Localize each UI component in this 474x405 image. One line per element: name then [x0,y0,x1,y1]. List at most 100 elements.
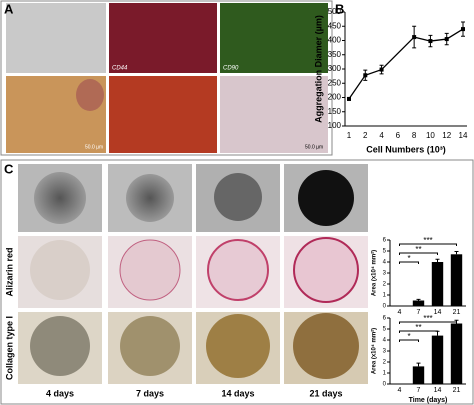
panel-label: B [335,1,344,16]
y-tick-label: 2 [383,282,387,288]
y-tick-label: 250 [328,78,342,87]
aggregate [206,314,270,378]
image-grid [18,164,368,384]
x-tick-label: 6 [396,131,401,140]
x-tick-label: 21 [453,387,461,394]
y-tick-label: 350 [328,50,342,59]
day-label: 14 days [221,388,254,398]
aggregate [214,173,262,221]
x-tick-label: 14 [434,309,442,316]
significance-label: ** [415,323,421,332]
y-tick-label: 450 [328,21,342,30]
y-tick-label: 4 [383,338,387,344]
significance-bracket [399,252,438,255]
day-label: 21 days [309,388,342,398]
aggregate [126,174,174,222]
significance-label: * [407,332,410,341]
x-tick-label: 14 [459,131,468,140]
significance-label: *** [423,314,432,323]
error-bar [416,362,421,367]
y-tick-label: 500 [328,7,342,16]
bar [412,300,425,306]
y-tick-label: 5 [383,327,387,333]
significance-bracket [399,339,419,342]
x-tick-label: 7 [417,387,421,394]
day-label: 7 days [136,388,164,398]
y-tick-label: 6 [383,238,387,244]
marker [363,73,368,78]
panel-c-frame [0,159,474,405]
x-tick-label: 4 [398,387,402,394]
day-label: 4 days [46,388,74,398]
y-tick-label: 1 [383,371,387,377]
y-axis-label: Aggregation Diamer (µm) [313,15,323,123]
aggregate [34,172,86,224]
significance-label: ** [415,245,421,254]
y-tick-label: 100 [328,121,342,130]
y-tick-label: 150 [328,107,342,116]
aggregate [207,239,269,301]
y-axis-label: Area (x10⁴ mm²) [371,328,378,374]
marker [379,67,384,72]
bar [450,254,463,306]
significance-bracket [399,261,419,264]
marker [428,39,433,44]
x-tick-label: 4 [379,131,384,140]
x-tick-label: 7 [417,309,421,316]
y-tick-label: 4 [383,260,387,266]
significance-label: *** [423,236,432,245]
x-tick-label: 14 [434,387,442,394]
y-tick-label: 6 [383,316,387,322]
inset-pellet [76,79,104,111]
row-label: Alizarin red [4,247,14,296]
y-axis-label: Area (x10⁴ mm²) [371,250,378,296]
significance-bracket [399,330,438,333]
image-cd44 [109,3,217,73]
scale-bar-label: 50.0 µm [85,144,103,150]
panel-a-frame [0,0,333,156]
aggregate [119,239,181,301]
bar [431,262,444,306]
y-tick-label: 300 [328,64,342,73]
aggregate [298,170,354,226]
error-bar [416,298,421,301]
aggregate [30,316,90,376]
error-bar [435,258,440,262]
y-tick-label: 200 [328,93,342,102]
y-tick-label: 3 [383,349,387,355]
x-tick-label: 4 [398,309,402,316]
aggregate [293,237,359,303]
scale-bar-label: 50.0 µm [305,144,323,150]
significance-label: * [407,254,410,263]
aggregate [120,316,180,376]
aggregate [30,240,90,300]
marker [444,37,449,42]
marker [412,35,417,40]
panel-label: C [4,161,14,176]
x-axis-label: Cell Numbers (10³) [366,144,446,154]
y-tick-label: 0 [383,304,387,310]
image-stain-3 [220,76,328,153]
x-tick-label: 10 [426,131,435,140]
image-cd90 [220,3,328,73]
panel-label: A [4,1,14,16]
x-tick-label: 12 [442,131,451,140]
x-axis-label: Time (days) [409,397,448,404]
significance-bracket [399,243,457,246]
image-phase [6,3,106,73]
y-tick-label: 1 [383,293,387,299]
y-tick-label: 2 [383,360,387,366]
bar [450,323,463,384]
significance-bracket [399,321,457,324]
y-tick-label: 400 [328,36,342,45]
bar [431,335,444,384]
stain-label: CD44 [112,66,128,72]
x-tick-label: 21 [453,309,461,316]
y-tick-label: 0 [383,382,387,388]
y-tick-label: 5 [383,249,387,255]
aggregate [293,313,359,379]
y-tick-label: 3 [383,271,387,277]
stain-label: CD90 [223,66,239,72]
bar [412,366,425,384]
